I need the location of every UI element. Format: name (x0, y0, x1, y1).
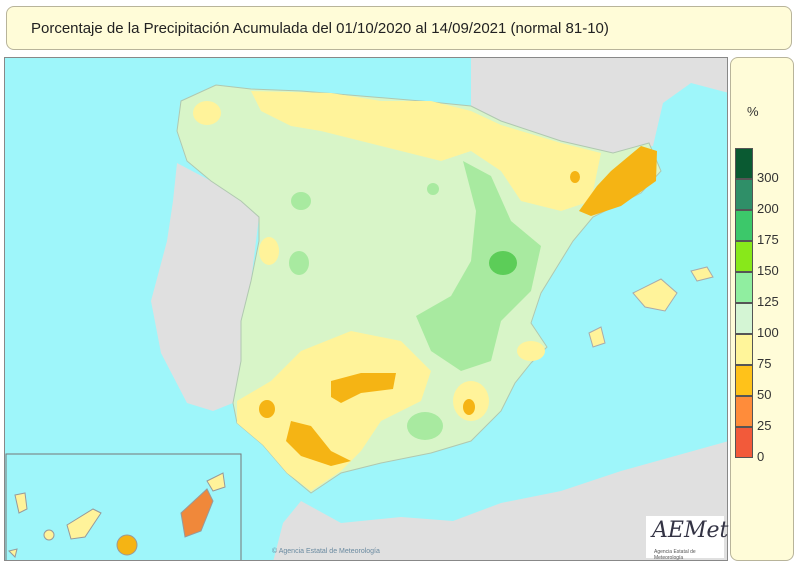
logo-text: AEMet (652, 518, 729, 543)
balearic-islands (588, 266, 714, 348)
legend-swatch (735, 303, 753, 334)
canary-islands (8, 472, 226, 558)
africa (273, 441, 727, 560)
legend-swatch (735, 179, 753, 210)
legend: % 300 200 175 150 125 100 75 50 25 0 (730, 57, 794, 561)
legend-label: 125 (757, 294, 779, 309)
legend-label: 75 (757, 356, 772, 371)
legend-swatch (735, 396, 753, 427)
legend-label: 100 (757, 325, 779, 340)
legend-swatch (735, 427, 753, 458)
legend-label: 50 (757, 387, 772, 402)
credit-text: © Agencia Estatal de Meteorología (272, 548, 380, 555)
map-title: Porcentaje de la Precipitación Acumulada… (6, 6, 792, 50)
precipitation-map (4, 57, 728, 561)
legend-label: 150 (757, 263, 779, 278)
legend-label: 175 (757, 232, 779, 247)
legend-swatch (735, 148, 753, 179)
legend-unit: % (747, 104, 759, 119)
legend-label: 200 (757, 201, 779, 216)
legend-swatch (735, 210, 753, 241)
legend-swatch (735, 365, 753, 396)
portugal (151, 163, 259, 411)
aemet-logo: AEMet Agencia Estatal de Meteorología (646, 516, 728, 561)
legend-label: 300 (757, 170, 779, 185)
legend-swatch (735, 334, 753, 365)
france (471, 58, 727, 153)
precip-well-above-normal (489, 251, 517, 275)
precip-much-below-normal (259, 146, 657, 466)
legend-swatch (735, 272, 753, 303)
legend-swatch (735, 241, 753, 272)
precip-above-normal (289, 161, 541, 440)
logo-subtitle: Agencia Estatal de Meteorología (654, 549, 696, 561)
legend-label: 25 (757, 418, 772, 433)
precip-below-normal (193, 91, 601, 491)
legend-label: 0 (757, 449, 765, 464)
